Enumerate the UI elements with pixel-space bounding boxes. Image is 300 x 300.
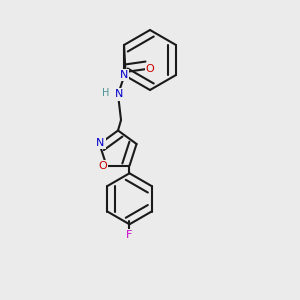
Text: N: N [120, 70, 128, 80]
Text: O: O [146, 64, 154, 74]
Text: N: N [115, 89, 124, 100]
Text: H: H [102, 88, 110, 98]
Text: F: F [126, 230, 133, 240]
Text: O: O [99, 161, 107, 171]
Text: N: N [96, 138, 105, 148]
